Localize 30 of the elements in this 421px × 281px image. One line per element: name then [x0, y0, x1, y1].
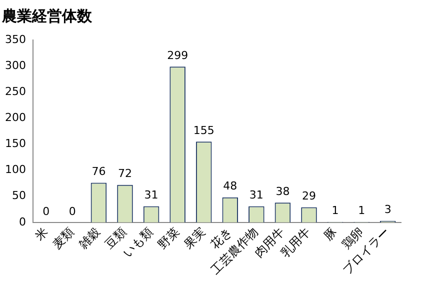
x-tick-label: 米 — [32, 224, 50, 244]
x-tick-label: 麦類 — [50, 224, 77, 252]
data-label: 299 — [167, 48, 188, 62]
data-label: 29 — [302, 190, 316, 203]
data-label: 38 — [276, 184, 290, 198]
data-label: 31 — [249, 188, 264, 202]
y-tick-label: 150 — [4, 137, 26, 150]
data-label: 1 — [358, 204, 366, 218]
data-label: 76 — [92, 165, 106, 178]
x-tick-label: 豆類 — [102, 224, 130, 252]
y-tick-label: 200 — [4, 111, 26, 124]
chart-title: 農業経営体数 — [1, 6, 93, 25]
x-tick-label: 果実 — [181, 224, 208, 252]
data-label: 72 — [118, 167, 132, 180]
data-label: 155 — [193, 124, 214, 137]
data-label: 3 — [384, 203, 392, 216]
data-label: 0 — [68, 204, 76, 218]
data-label: 48 — [223, 180, 238, 193]
y-tick-label: 350 — [4, 32, 26, 46]
data-label: 1 — [332, 204, 339, 218]
data-label: 31 — [144, 188, 158, 202]
y-tick-label: 250 — [4, 84, 26, 98]
y-tick-label: 0 — [18, 215, 26, 228]
x-tick-label: 豚 — [321, 224, 340, 244]
y-tick-label: 300 — [4, 58, 26, 72]
y-tick-label: 100 — [4, 163, 26, 176]
x-tick-label: 野菜 — [155, 224, 182, 252]
data-label: 0 — [42, 204, 50, 218]
y-tick-label: 50 — [12, 189, 26, 202]
x-tick-label: 雑穀 — [76, 224, 104, 252]
